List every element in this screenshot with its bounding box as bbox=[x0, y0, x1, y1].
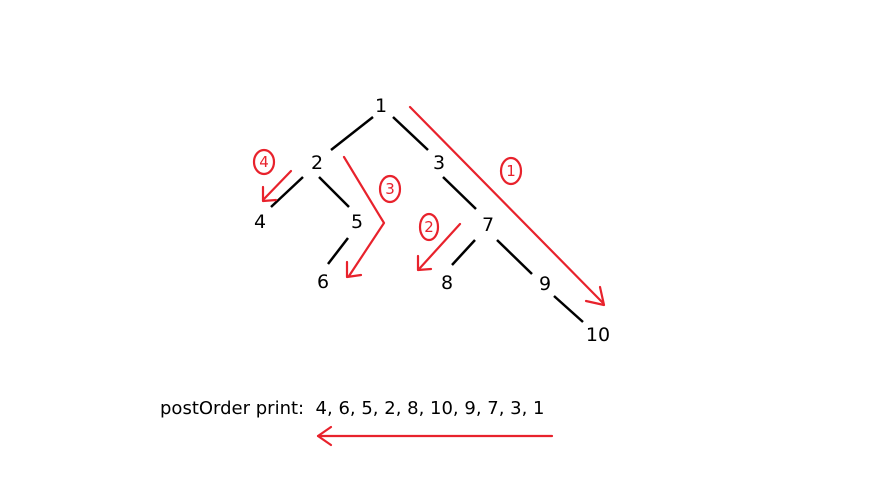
edge-2-5 bbox=[318, 176, 350, 208]
step-3-label: 3 bbox=[385, 180, 395, 198]
node-1: 1 bbox=[375, 95, 387, 117]
node-4: 4 bbox=[254, 211, 266, 233]
edge-9-10 bbox=[553, 295, 584, 323]
step-2-label: 2 bbox=[424, 218, 434, 236]
step-4-label: 4 bbox=[259, 153, 269, 171]
step-4-arrow bbox=[261, 169, 293, 203]
node-8: 8 bbox=[441, 272, 453, 294]
edge-7-9 bbox=[496, 239, 533, 275]
node-3: 3 bbox=[433, 152, 445, 174]
node-9: 9 bbox=[539, 273, 551, 295]
step-1-badge: 1 bbox=[499, 156, 523, 186]
traversal-annotations: 1 2 3 4 bbox=[252, 105, 606, 447]
edge-7-8 bbox=[451, 239, 476, 266]
edge-2-4 bbox=[270, 176, 304, 208]
node-5: 5 bbox=[351, 211, 363, 233]
step-2-badge: 2 bbox=[418, 212, 440, 242]
edge-1-2 bbox=[330, 116, 374, 151]
postorder-caption: postOrder print: 4, 6, 5, 2, 8, 10, 9, 7… bbox=[160, 398, 545, 419]
edge-5-6 bbox=[327, 237, 349, 265]
step-3-badge: 3 bbox=[378, 174, 402, 204]
step-2-arrow bbox=[416, 222, 462, 272]
step-1-label: 1 bbox=[506, 162, 516, 180]
node-6: 6 bbox=[317, 271, 329, 293]
edge-1-3 bbox=[392, 116, 429, 151]
step-1-arrow bbox=[408, 105, 606, 307]
edge-3-7 bbox=[442, 176, 477, 210]
node-2: 2 bbox=[311, 152, 323, 174]
step-3-arrow bbox=[342, 155, 386, 279]
step-4-badge: 4 bbox=[252, 148, 276, 176]
caption-arrow bbox=[316, 425, 554, 447]
tree-edges bbox=[270, 116, 584, 323]
node-7: 7 bbox=[482, 214, 494, 236]
tree-nodes: 1 2 3 4 5 6 7 8 9 10 bbox=[254, 95, 610, 346]
node-10: 10 bbox=[586, 324, 610, 346]
